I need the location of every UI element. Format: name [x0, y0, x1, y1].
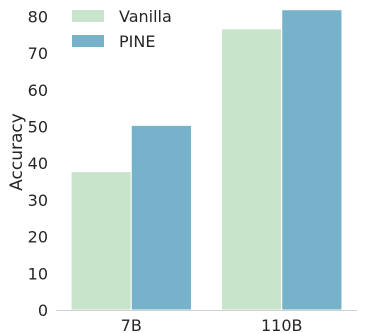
y-tick-label: 40 [28, 154, 48, 173]
y-tick-label: 60 [28, 81, 48, 100]
x-axis-ticks: 7B 110B [121, 316, 303, 333]
legend-label-vanilla: Vanilla [119, 7, 172, 26]
bar-pine-7b [130, 124, 192, 311]
y-axis-ticks: 0 10 20 30 40 50 60 70 80 [28, 7, 48, 320]
x-tick-label: 7B [121, 316, 142, 333]
bars [70, 9, 343, 311]
y-tick-label: 80 [28, 7, 48, 26]
legend-swatch-vanilla [72, 10, 104, 22]
legend-label-pine: PINE [119, 32, 155, 51]
y-tick-label: 30 [28, 191, 48, 210]
bar-pine-110b [281, 9, 343, 311]
bar-vanilla-110b [221, 28, 283, 311]
y-tick-label: 70 [28, 44, 48, 63]
y-tick-label: 10 [28, 264, 48, 283]
y-axis-label: Accuracy [7, 113, 27, 191]
x-tick-label: 110B [261, 316, 303, 333]
y-tick-label: 20 [28, 228, 48, 247]
bar-vanilla-7b [70, 171, 132, 311]
y-tick-label: 50 [28, 117, 48, 136]
legend: Vanilla PINE [72, 7, 172, 51]
y-tick-label: 0 [38, 301, 48, 320]
legend-swatch-pine [72, 35, 104, 47]
